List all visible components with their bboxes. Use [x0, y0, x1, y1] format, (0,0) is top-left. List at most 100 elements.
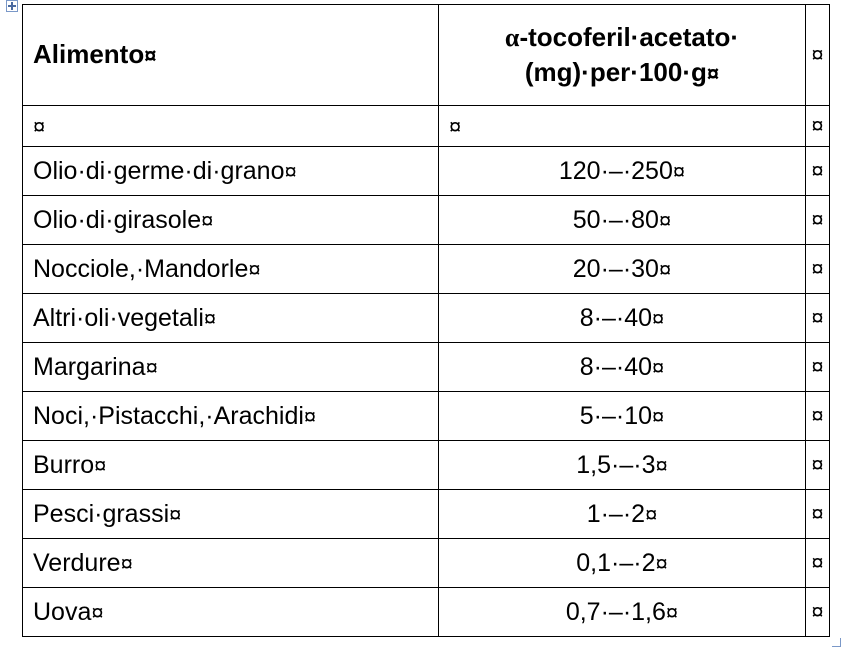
value-hi: 250 — [631, 157, 673, 185]
value-lo: 8 — [580, 353, 594, 381]
cell-mark-icon: ¤ — [707, 61, 719, 86]
value-cell: 120·–·250¤ — [439, 147, 806, 196]
row-end-marker: ¤ — [806, 245, 830, 294]
cell-mark-icon: ¤ — [652, 306, 664, 331]
value-lo: 1,5 — [576, 451, 611, 479]
value-cell: 8·–·40¤ — [439, 343, 806, 392]
value-lo: 120 — [559, 157, 601, 185]
cell-mark-icon: ¤ — [645, 502, 657, 527]
value-hi: 40 — [624, 304, 652, 332]
value-cell: 1,5·–·3¤ — [439, 441, 806, 490]
value-hi: 10 — [624, 402, 652, 430]
value-cell: 8·–·40¤ — [439, 294, 806, 343]
value-lo: 20 — [573, 255, 601, 283]
food-cell: Uova¤ — [23, 588, 439, 637]
value-cell: 5·–·10¤ — [439, 392, 806, 441]
cell-mark-icon: ¤ — [248, 257, 260, 282]
row-end-marker: ¤ — [806, 441, 830, 490]
alpha-icon: α — [505, 23, 520, 52]
value-lo: 5 — [580, 402, 594, 430]
dash-icon: – — [609, 157, 623, 185]
food-table: Alimento¤ α-tocoferil·acetato· (mg)·per·… — [22, 4, 830, 637]
cell-mark-icon: ¤ — [121, 551, 133, 576]
food-cell: Pesci·grassi¤ — [23, 490, 439, 539]
value-hi: 80 — [631, 206, 659, 234]
value-hi: 1,6 — [631, 598, 666, 626]
table-resize-corner[interactable] — [832, 638, 841, 647]
dash-icon: – — [609, 500, 623, 528]
table-row: Nocciole,·Mandorle¤20·–·30¤¤ — [23, 245, 830, 294]
table-row: Verdure¤0,1·–·2¤¤ — [23, 539, 830, 588]
table-row: Uova¤0,7·–·1,6¤¤ — [23, 588, 830, 637]
row-end-marker: ¤ — [806, 392, 830, 441]
dash-icon: – — [609, 255, 623, 283]
food-cell: Noci,·Pistacchi,·Arachidi¤ — [23, 392, 439, 441]
value-cell: 0,1·–·2¤ — [439, 539, 806, 588]
food-name: Nocciole,·Mandorle — [33, 255, 248, 283]
row-end-marker: ¤ — [806, 588, 830, 637]
table-container: Alimento¤ α-tocoferil·acetato· (mg)·per·… — [22, 4, 830, 637]
food-name: Olio·di·girasole — [33, 206, 201, 234]
table-empty-row: ¤ ¤ ¤ — [23, 106, 830, 147]
row-end-marker: ¤ — [806, 196, 830, 245]
cell-mark-icon: ¤ — [652, 404, 664, 429]
header-val-l1a: -tocoferil — [519, 22, 630, 52]
cell-mark-icon: ¤ — [144, 43, 156, 68]
cell-mark-icon: ¤ — [659, 257, 671, 282]
table-row: Olio·di·germe·di·grano¤120·–·250¤ ¤ — [23, 147, 830, 196]
header-value: α-tocoferil·acetato· (mg)·per·100·g¤ — [439, 5, 806, 106]
cell-mark-icon: ¤ — [666, 600, 678, 625]
header-val-l2c: 100 — [639, 57, 682, 87]
dash-icon: – — [619, 451, 633, 479]
food-name: Noci,·Pistacchi,·Arachidi — [33, 402, 304, 430]
table-header-row: Alimento¤ α-tocoferil·acetato· (mg)·per·… — [23, 5, 830, 106]
cell-mark-icon: ¤ — [284, 159, 296, 184]
table-row: Altri·oli·vegetali¤8·–·40¤¤ — [23, 294, 830, 343]
header-val-l2b: per — [590, 57, 630, 87]
row-end-marker: ¤ — [806, 294, 830, 343]
cell-mark-icon: ¤ — [91, 600, 103, 625]
header-val-l2d: g — [691, 57, 707, 87]
value-lo: 0,1 — [576, 549, 611, 577]
empty-val-cell: ¤ — [439, 106, 806, 147]
table-move-anchor[interactable] — [6, 0, 18, 12]
food-name: Verdure — [33, 549, 121, 577]
cell-mark-icon: ¤ — [169, 502, 181, 527]
empty-food-cell: ¤ — [23, 106, 439, 147]
row-end-marker: ¤ — [806, 539, 830, 588]
value-hi: 30 — [631, 255, 659, 283]
value-hi: 2 — [642, 549, 656, 577]
cell-mark-icon: ¤ — [655, 453, 667, 478]
food-cell: Margarina¤ — [23, 343, 439, 392]
value-lo: 50 — [573, 206, 601, 234]
table-row: Burro¤1,5·–·3¤¤ — [23, 441, 830, 490]
value-cell: 20·–·30¤ — [439, 245, 806, 294]
cell-mark-icon: ¤ — [659, 208, 671, 233]
cell-mark-icon: ¤ — [146, 355, 158, 380]
cell-mark-icon: ¤ — [201, 208, 213, 233]
cell-mark-icon: ¤ — [652, 355, 664, 380]
dash-icon: – — [602, 304, 616, 332]
dash-icon: – — [609, 598, 623, 626]
food-cell: Olio·di·girasole¤ — [23, 196, 439, 245]
header-food: Alimento¤ — [23, 5, 439, 106]
dash-icon: – — [602, 353, 616, 381]
food-cell: Verdure¤ — [23, 539, 439, 588]
food-cell: Olio·di·germe·di·grano¤ — [23, 147, 439, 196]
food-cell: Burro¤ — [23, 441, 439, 490]
food-name: Olio·di·germe·di·grano — [33, 157, 284, 185]
row-end-marker: ¤ — [806, 106, 830, 147]
food-cell: Nocciole,·Mandorle¤ — [23, 245, 439, 294]
food-cell: Altri·oli·vegetali¤ — [23, 294, 439, 343]
value-lo: 8 — [580, 304, 594, 332]
cell-mark-icon: ¤ — [655, 551, 667, 576]
food-name: Uova — [33, 598, 91, 626]
row-end-marker: ¤ — [806, 490, 830, 539]
value-cell: 1·–·2¤ — [439, 490, 806, 539]
value-cell: 50·–·80¤ — [439, 196, 806, 245]
row-end-marker: ¤ — [806, 5, 830, 106]
cell-mark-icon: ¤ — [204, 306, 216, 331]
table-row: Olio·di·girasole¤50·–·80¤¤ — [23, 196, 830, 245]
cell-mark-icon: ¤ — [304, 404, 316, 429]
value-cell: 0,7·–·1,6¤ — [439, 588, 806, 637]
